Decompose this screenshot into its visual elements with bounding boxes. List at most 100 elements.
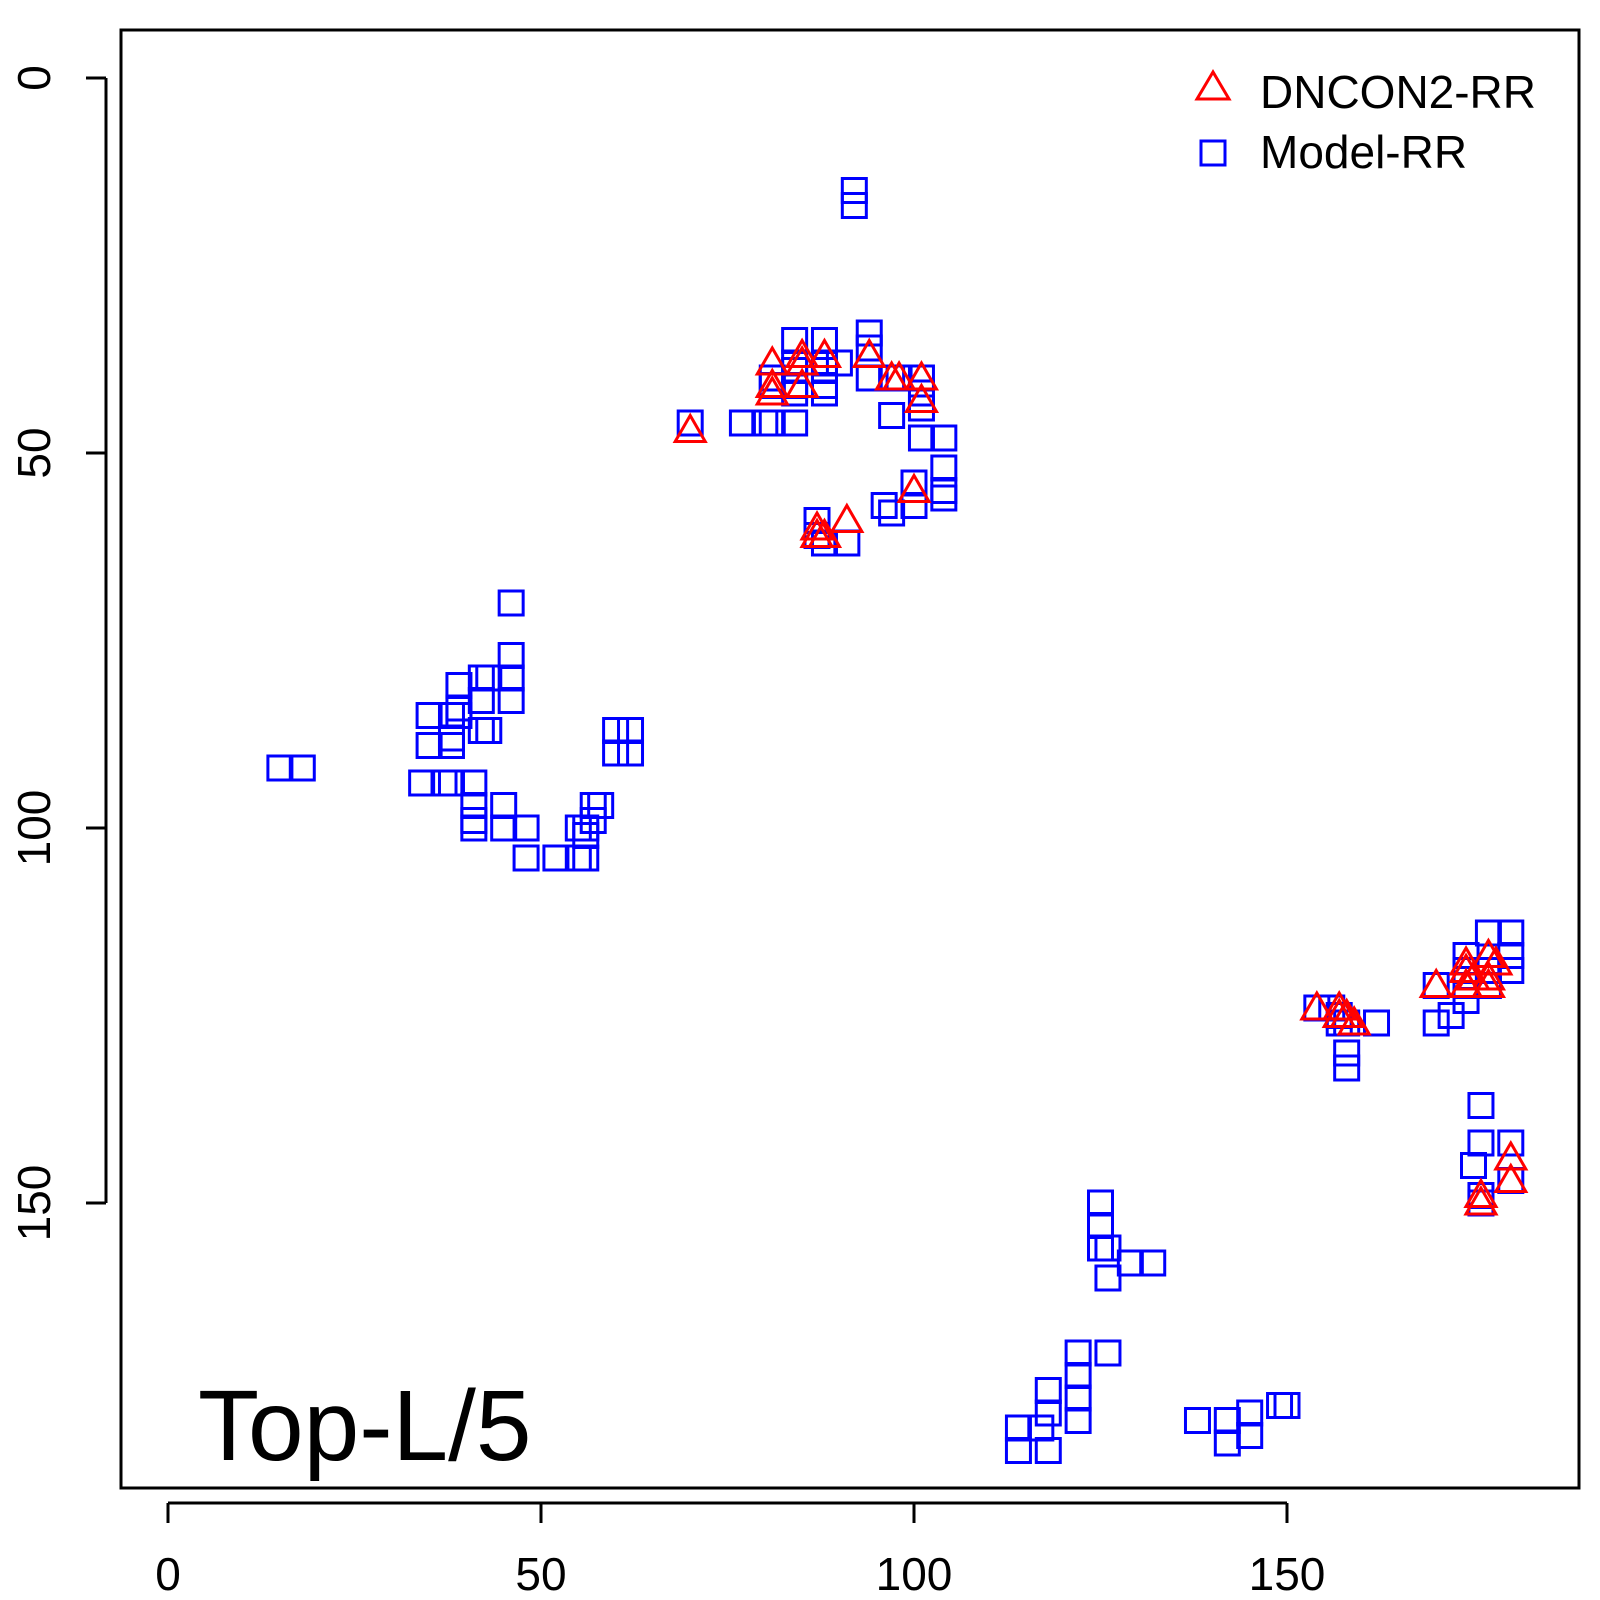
model-rr-point <box>602 739 630 767</box>
legend-label-model: Model-RR <box>1260 126 1467 178</box>
x-tick-label: 150 <box>1249 1548 1326 1600</box>
model-rr-point <box>490 792 518 819</box>
y-tick-label: 150 <box>8 1165 60 1242</box>
dncon2-rr-point <box>784 367 820 398</box>
model-rr-point <box>415 732 443 759</box>
dncon2-rr-point <box>754 367 790 398</box>
model-rr-point <box>1236 1422 1264 1449</box>
y-tick-label: 0 <box>8 65 60 91</box>
model-rr-point <box>810 379 838 407</box>
legend-marker-model <box>1199 139 1227 167</box>
dncon2-rr-point <box>1470 937 1507 968</box>
model-rr-point <box>1213 1407 1241 1434</box>
model-rr-point <box>1087 1212 1114 1239</box>
model-rr-point <box>1474 919 1502 947</box>
y-tick-label: 50 <box>8 427 60 478</box>
legend: DNCON2-RR Model-RR <box>1194 66 1536 178</box>
model-rr-point <box>1139 1249 1167 1277</box>
model-rr-point <box>1497 919 1525 947</box>
model-rr-point <box>930 484 958 512</box>
model-rr-point <box>430 769 458 797</box>
model-rr-point <box>1027 1414 1055 1442</box>
model-rr-point <box>572 844 600 872</box>
dncon2-rr-point <box>903 359 940 391</box>
dncon2-rr-point <box>1470 967 1507 998</box>
model-rr-point <box>490 814 518 842</box>
dncon2-rr-point <box>881 359 917 391</box>
model-rr-point <box>1467 1129 1495 1157</box>
model-rr-point <box>1236 1399 1264 1427</box>
model-rr-point <box>1333 1054 1361 1082</box>
model-rr-point <box>408 769 436 797</box>
model-rr-point <box>1094 1234 1122 1262</box>
dncon2-rr-point <box>1336 1004 1372 1036</box>
model-rr-point <box>1094 1339 1122 1367</box>
model-rr-point <box>579 792 607 819</box>
x-tick-label: 50 <box>515 1548 566 1600</box>
model-rr-point <box>617 717 645 744</box>
model-rr-point <box>564 814 592 842</box>
model-rr-point <box>1034 1437 1062 1464</box>
model-rr-point <box>1437 1002 1465 1029</box>
model-rr-point <box>1333 1039 1361 1067</box>
dncon2-rr-point <box>1493 1139 1529 1171</box>
model-rr-point <box>840 192 868 219</box>
dncon2-rr-point <box>1299 989 1335 1021</box>
model-rr-point <box>1497 1129 1525 1157</box>
model-rr-point <box>1116 1249 1144 1277</box>
model-rr-point <box>497 589 525 617</box>
dncon2-rr-point <box>1463 1177 1499 1208</box>
model-rr-point <box>1094 1264 1122 1292</box>
model-rr-point <box>467 687 495 714</box>
model-rr-point <box>1460 1152 1487 1179</box>
model-rr-point <box>1004 1414 1032 1442</box>
model-rr-point <box>1497 957 1525 984</box>
y-axis: 0 50 100 150 <box>8 65 108 1242</box>
dncon2-rr-point <box>1448 967 1484 998</box>
model-rr-point <box>467 717 495 744</box>
model-rr-point <box>900 492 928 519</box>
dncon2-rr-point <box>851 337 887 368</box>
model-rr-point <box>437 732 465 759</box>
model-rr-point <box>460 807 488 834</box>
dncon2-rr-point <box>1329 997 1365 1028</box>
model-rr-point <box>728 409 756 437</box>
model-rr-point <box>1087 1189 1114 1217</box>
model-rr-point <box>497 664 525 692</box>
model-rr-point <box>930 424 958 452</box>
model-rr-point <box>445 694 473 722</box>
model-rr-point <box>1064 1362 1092 1389</box>
model-rr-point <box>467 664 495 692</box>
model-rr-point <box>1087 1234 1114 1262</box>
model-rr-point <box>497 687 525 714</box>
x-tick-label: 100 <box>876 1548 953 1600</box>
model-rr-point <box>437 724 465 752</box>
dncon2-rr-point <box>1470 959 1507 991</box>
dncon2-rr-point <box>903 382 940 413</box>
model-rr-point <box>825 349 853 377</box>
model-rr-point <box>1064 1339 1092 1367</box>
model-rr-point <box>475 664 503 692</box>
model-rr-point <box>1064 1384 1092 1412</box>
model-rr-point <box>1034 1377 1062 1404</box>
model-rr-point <box>460 792 488 819</box>
model-rr-point <box>878 499 906 527</box>
dncon2-rr-point <box>806 337 843 368</box>
dncon2-rr-point <box>799 509 835 541</box>
model-rr-point <box>564 844 592 872</box>
model-rr-point <box>1266 1392 1294 1419</box>
dncon2-rr-point <box>1463 1184 1499 1216</box>
model-rr-point <box>751 409 779 437</box>
dncon2-rr-point <box>1321 989 1357 1021</box>
model-rr-point <box>930 477 958 504</box>
model-rr-point <box>1213 1429 1241 1457</box>
model-rr-point <box>617 739 645 767</box>
data-points <box>266 177 1529 1464</box>
model-rr-point <box>907 379 935 407</box>
model-rr-point <box>437 702 465 729</box>
model-rr-point <box>497 642 525 669</box>
model-rr-point <box>512 814 540 842</box>
dncon2-rr-point <box>806 517 843 548</box>
model-rr-point <box>587 792 615 819</box>
